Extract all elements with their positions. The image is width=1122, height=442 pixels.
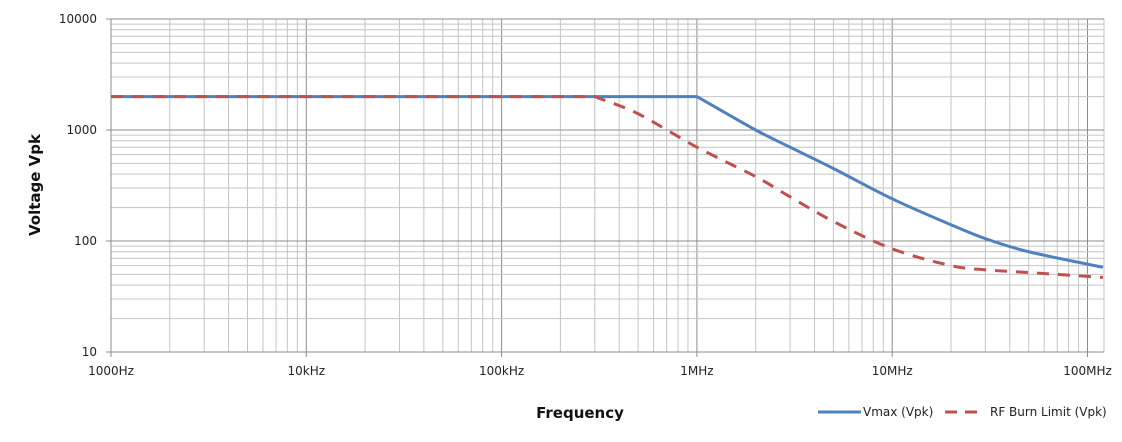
- x-tick-label: 10MHz: [872, 364, 913, 378]
- legend-label-vmax: Vmax (Vpk): [863, 405, 933, 419]
- series-lines: [111, 95, 1104, 279]
- x-tick-label: 1MHz: [680, 364, 713, 378]
- y-axis-title: Voltage Vpk: [26, 133, 44, 236]
- x-axis-title: Frequency: [536, 404, 624, 422]
- x-tick-label: 1000Hz: [88, 364, 134, 378]
- series-rf-burn-limit-line: [111, 95, 1104, 279]
- legend: Vmax (Vpk) RF Burn Limit (Vpk): [818, 405, 1107, 419]
- y-tick-label: 100: [74, 234, 97, 248]
- x-tick-label: 100kHz: [479, 364, 524, 378]
- legend-label-rf-burn: RF Burn Limit (Vpk): [990, 405, 1107, 419]
- x-axis-ticks: 1000Hz 10kHz 100kHz 1MHz 10MHz 100MHz: [88, 352, 1112, 378]
- y-tick-label: 10000: [59, 12, 97, 26]
- x-tick-label: 10kHz: [288, 364, 326, 378]
- series-vmax-line: [111, 95, 1104, 269]
- y-tick-label: 10: [82, 345, 97, 359]
- x-tick-label: 100MHz: [1063, 364, 1112, 378]
- y-tick-label: 1000: [66, 123, 97, 137]
- y-axis-ticks: 10 100 1000 10000: [59, 12, 111, 359]
- grid-lines: [110, 18, 1105, 353]
